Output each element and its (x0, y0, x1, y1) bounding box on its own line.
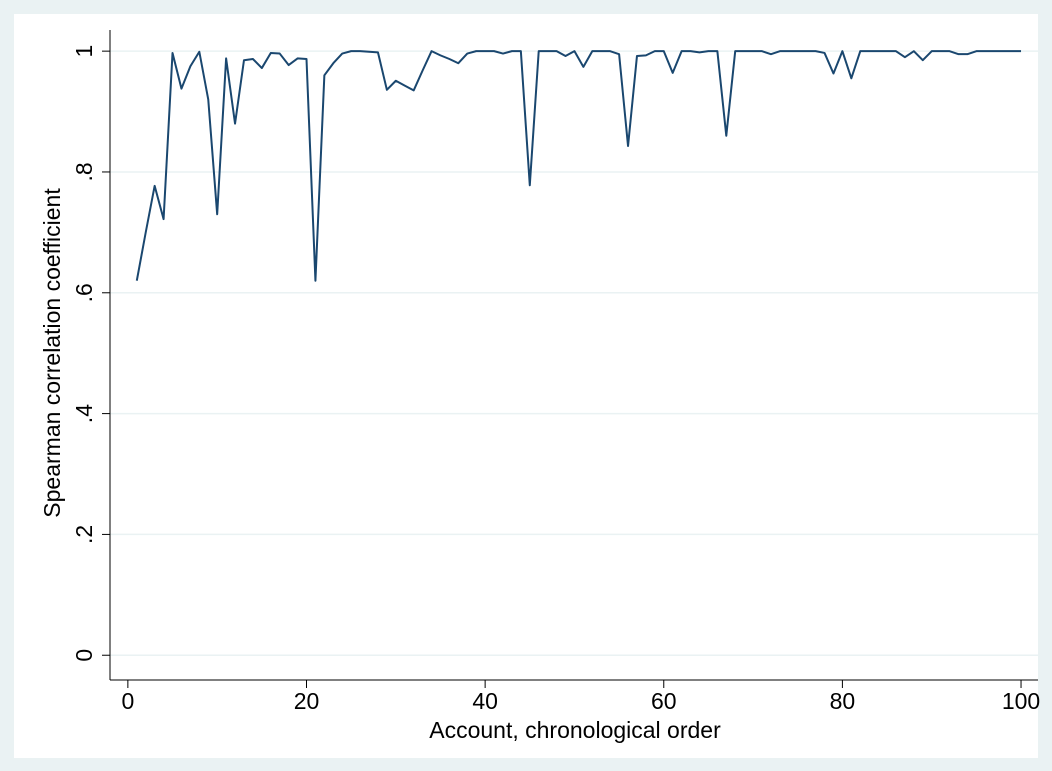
y-tick-label: 0 (71, 649, 97, 662)
y-tick-label: 1 (71, 45, 97, 58)
y-tick-label: .2 (71, 525, 97, 544)
x-tick-label: 40 (472, 688, 498, 714)
x-tick-label: 100 (1002, 688, 1040, 714)
x-axis-title: Account, chronological order (429, 717, 721, 743)
x-tick-label: 20 (294, 688, 320, 714)
y-tick-label: .4 (71, 404, 97, 423)
line (135, 50, 1022, 282)
x-tick-label: 0 (121, 688, 134, 714)
y-tick-label: .8 (71, 162, 97, 181)
x-tick-label: 80 (830, 688, 856, 714)
x-tick-label: 60 (651, 688, 677, 714)
y-axis-title: Spearman correlation coefficient (39, 188, 65, 518)
y-tick-label: .6 (71, 283, 97, 302)
